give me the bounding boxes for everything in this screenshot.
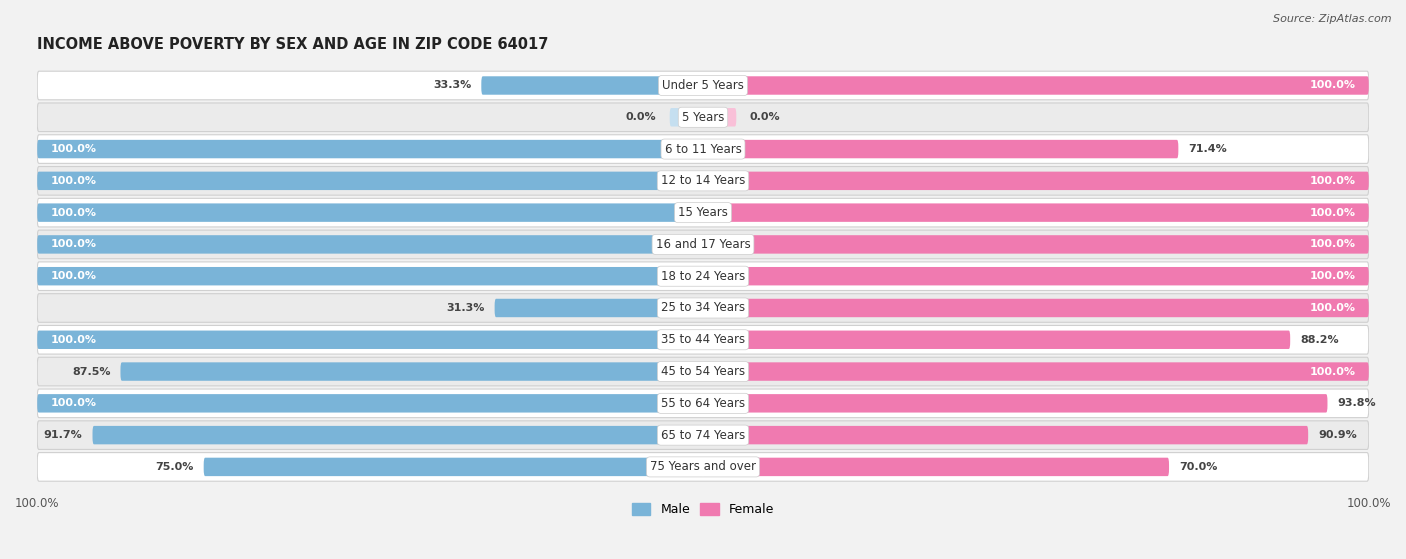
FancyBboxPatch shape — [703, 140, 1178, 158]
FancyBboxPatch shape — [37, 325, 1369, 354]
Text: 18 to 24 Years: 18 to 24 Years — [661, 269, 745, 283]
Text: 87.5%: 87.5% — [72, 367, 111, 377]
FancyBboxPatch shape — [37, 103, 1369, 131]
FancyBboxPatch shape — [93, 426, 703, 444]
FancyBboxPatch shape — [703, 299, 1369, 317]
Text: 100.0%: 100.0% — [51, 399, 97, 408]
Text: 33.3%: 33.3% — [433, 80, 471, 91]
FancyBboxPatch shape — [37, 203, 703, 222]
Text: Source: ZipAtlas.com: Source: ZipAtlas.com — [1274, 14, 1392, 24]
FancyBboxPatch shape — [703, 235, 1369, 254]
FancyBboxPatch shape — [703, 172, 1369, 190]
FancyBboxPatch shape — [37, 394, 703, 413]
Text: 45 to 54 Years: 45 to 54 Years — [661, 365, 745, 378]
FancyBboxPatch shape — [37, 198, 1369, 227]
Text: 100.0%: 100.0% — [1309, 303, 1355, 313]
FancyBboxPatch shape — [703, 76, 1369, 94]
FancyBboxPatch shape — [204, 458, 703, 476]
Text: 31.3%: 31.3% — [446, 303, 485, 313]
Text: 0.0%: 0.0% — [749, 112, 780, 122]
FancyBboxPatch shape — [37, 357, 1369, 386]
Text: 100.0%: 100.0% — [51, 335, 97, 345]
FancyBboxPatch shape — [37, 172, 703, 190]
Text: 100.0%: 100.0% — [51, 176, 97, 186]
FancyBboxPatch shape — [37, 262, 1369, 291]
Text: 75.0%: 75.0% — [155, 462, 194, 472]
FancyBboxPatch shape — [703, 426, 1308, 444]
Text: Under 5 Years: Under 5 Years — [662, 79, 744, 92]
Text: 70.0%: 70.0% — [1180, 462, 1218, 472]
Text: 100.0%: 100.0% — [1309, 80, 1355, 91]
Text: 100.0%: 100.0% — [1309, 239, 1355, 249]
FancyBboxPatch shape — [703, 362, 1369, 381]
Text: 71.4%: 71.4% — [1188, 144, 1227, 154]
FancyBboxPatch shape — [37, 167, 1369, 195]
FancyBboxPatch shape — [37, 267, 703, 286]
FancyBboxPatch shape — [37, 230, 1369, 259]
Text: INCOME ABOVE POVERTY BY SEX AND AGE IN ZIP CODE 64017: INCOME ABOVE POVERTY BY SEX AND AGE IN Z… — [37, 37, 548, 53]
FancyBboxPatch shape — [669, 108, 703, 126]
FancyBboxPatch shape — [703, 394, 1327, 413]
FancyBboxPatch shape — [37, 453, 1369, 481]
Text: 88.2%: 88.2% — [1301, 335, 1339, 345]
Text: 93.8%: 93.8% — [1337, 399, 1376, 408]
Text: 90.9%: 90.9% — [1319, 430, 1357, 440]
FancyBboxPatch shape — [703, 330, 1291, 349]
Text: 15 Years: 15 Years — [678, 206, 728, 219]
Text: 100.0%: 100.0% — [1309, 207, 1355, 217]
Text: 6 to 11 Years: 6 to 11 Years — [665, 143, 741, 155]
Text: 35 to 44 Years: 35 to 44 Years — [661, 333, 745, 346]
FancyBboxPatch shape — [37, 421, 1369, 449]
Text: 100.0%: 100.0% — [1309, 271, 1355, 281]
Text: 100.0%: 100.0% — [51, 207, 97, 217]
FancyBboxPatch shape — [481, 76, 703, 94]
Text: 100.0%: 100.0% — [1309, 176, 1355, 186]
Text: 75 Years and over: 75 Years and over — [650, 461, 756, 473]
Text: 25 to 34 Years: 25 to 34 Years — [661, 301, 745, 315]
Text: 55 to 64 Years: 55 to 64 Years — [661, 397, 745, 410]
Text: 100.0%: 100.0% — [51, 239, 97, 249]
FancyBboxPatch shape — [37, 140, 703, 158]
Text: 100.0%: 100.0% — [51, 144, 97, 154]
Text: 16 and 17 Years: 16 and 17 Years — [655, 238, 751, 251]
FancyBboxPatch shape — [703, 267, 1369, 286]
FancyBboxPatch shape — [37, 235, 703, 254]
FancyBboxPatch shape — [703, 203, 1369, 222]
Legend: Male, Female: Male, Female — [627, 498, 779, 521]
FancyBboxPatch shape — [37, 293, 1369, 323]
Text: 100.0%: 100.0% — [1309, 367, 1355, 377]
Text: 0.0%: 0.0% — [626, 112, 657, 122]
Text: 5 Years: 5 Years — [682, 111, 724, 124]
FancyBboxPatch shape — [37, 71, 1369, 100]
FancyBboxPatch shape — [37, 135, 1369, 163]
FancyBboxPatch shape — [703, 458, 1168, 476]
Text: 100.0%: 100.0% — [51, 271, 97, 281]
Text: 91.7%: 91.7% — [44, 430, 83, 440]
FancyBboxPatch shape — [495, 299, 703, 317]
FancyBboxPatch shape — [37, 389, 1369, 418]
Text: 12 to 14 Years: 12 to 14 Years — [661, 174, 745, 187]
FancyBboxPatch shape — [37, 330, 703, 349]
Text: 65 to 74 Years: 65 to 74 Years — [661, 429, 745, 442]
FancyBboxPatch shape — [121, 362, 703, 381]
FancyBboxPatch shape — [703, 108, 737, 126]
